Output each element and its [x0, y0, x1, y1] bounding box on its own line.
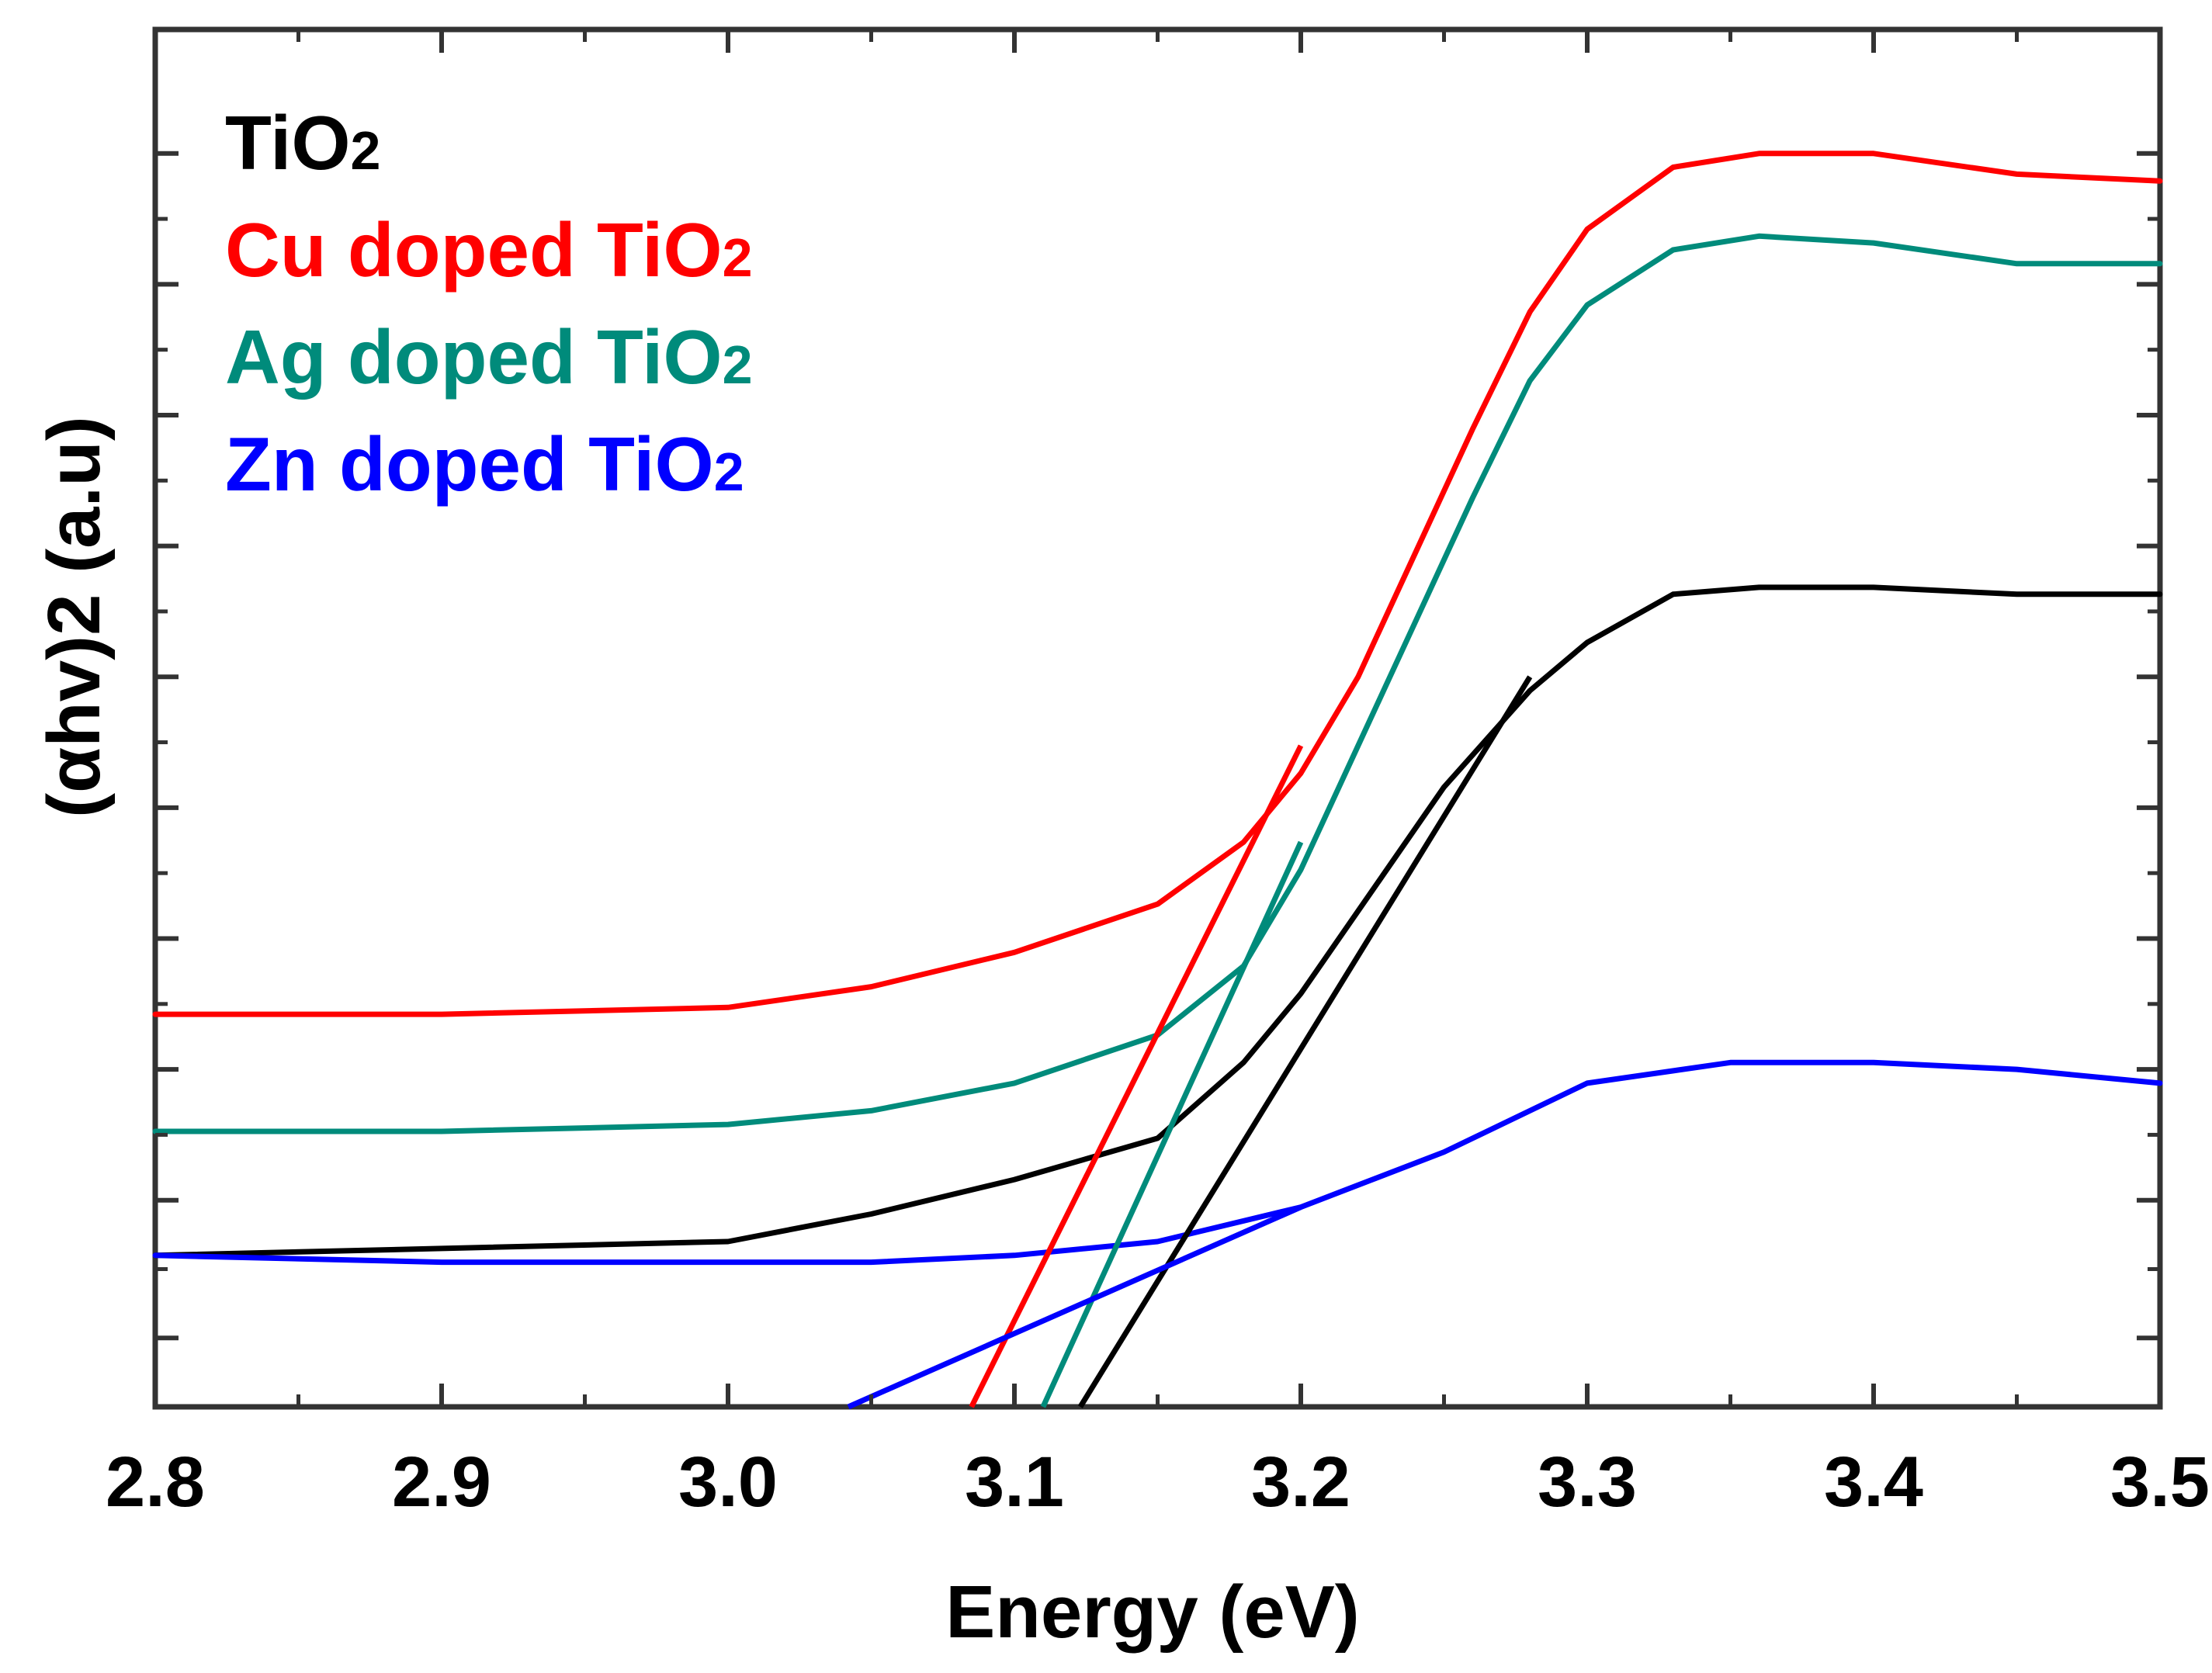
series-layer	[152, 151, 2163, 1410]
series-line-1	[152, 151, 2163, 1017]
x-tick-label: 3.3	[1538, 1443, 1637, 1522]
fit-line-0	[1077, 675, 1533, 1408]
plot-area	[152, 26, 2163, 1410]
x-tick-label: 3.2	[1251, 1443, 1350, 1522]
fit-line-3	[847, 1204, 1302, 1410]
x-tick-label: 3.0	[678, 1443, 778, 1522]
legend-entry-2: Ag doped TiO2	[225, 314, 753, 400]
legend-entry-0: TiO2	[225, 100, 380, 185]
x-tick-label: 3.1	[965, 1443, 1064, 1522]
x-tick-label: 3.5	[2110, 1443, 2210, 1522]
legend-entry-1: Cu doped TiO2	[225, 207, 753, 293]
ticks-layer: 2.8 2.9 3.0 3.1 3.2 3.3 3.4 3.5	[106, 29, 2210, 1522]
legend: TiO2 Cu doped TiO2 Ag doped TiO2 Zn doped T…	[225, 100, 753, 507]
fit-line-2	[1040, 840, 1304, 1408]
series-line-3	[152, 1059, 2163, 1266]
fit-line-1	[969, 744, 1304, 1408]
series-line-0	[152, 584, 2163, 1259]
y-axis-title: (αhv)2 (a.u)	[33, 416, 116, 818]
x-axis-title: Energy (eV)	[945, 1571, 1359, 1654]
x-tick-label: 3.4	[1824, 1443, 1923, 1522]
plot-frame	[152, 26, 2163, 1410]
x-tick-label: 2.9	[392, 1443, 491, 1522]
series-line-2	[152, 233, 2163, 1134]
legend-entry-3: Zn doped TiO2	[225, 421, 744, 507]
x-tick-label: 2.8	[106, 1443, 205, 1522]
